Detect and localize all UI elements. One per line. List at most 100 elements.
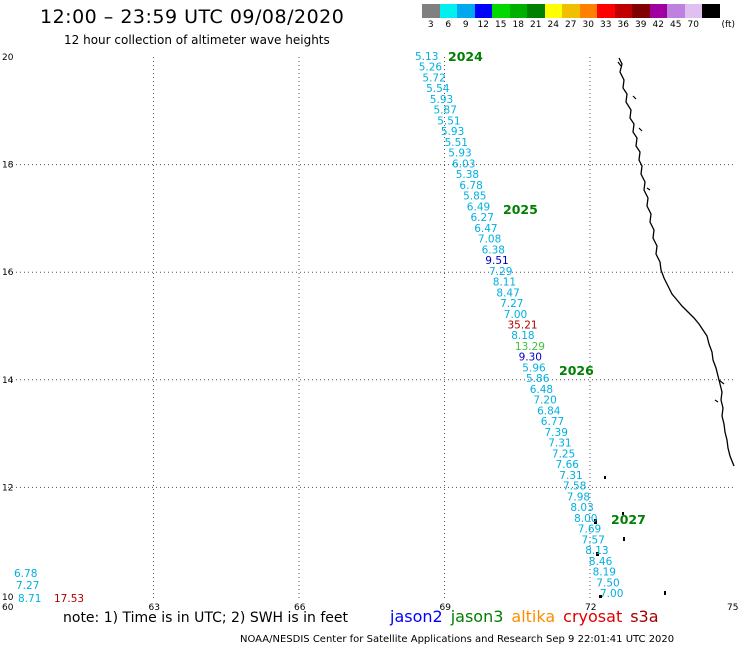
- wave-height-label: 7.98: [567, 491, 590, 503]
- lon-tick-label: 63: [149, 603, 160, 610]
- color-legend: 3 6 9 12 15 18 21 24 27 30 33 36 39 42 45 70 (ft): [422, 4, 735, 30]
- legend-label: 3: [427, 20, 434, 30]
- lon-tick-label: 75: [727, 603, 738, 610]
- wave-height-label: 8.18: [511, 330, 534, 342]
- wave-height-label: 6.78: [459, 180, 482, 192]
- islands: [594, 476, 666, 598]
- wave-height-label: 8.03: [570, 502, 593, 514]
- wave-height-label: 7.00: [600, 588, 623, 600]
- orbit-number: 2024: [448, 49, 483, 64]
- lon-tick-label: 66: [294, 603, 306, 610]
- wave-height-label: 6.47: [474, 223, 497, 235]
- wave-height-label: 5.51: [437, 115, 460, 127]
- wave-height-label: 5.26: [419, 62, 443, 74]
- altimeter-track: 5.135.265.725.545.935.875.515.935.515.93…: [415, 51, 623, 600]
- orbit-labels: 2024 2025 2026 2027: [448, 49, 646, 527]
- coastline: [618, 57, 735, 467]
- legend-swatch: [422, 4, 440, 18]
- wave-height-label: 5.93: [441, 126, 464, 138]
- wave-height-label: 5.96: [522, 362, 546, 374]
- legend-color-bar: [422, 4, 735, 18]
- wave-height-label: 7.31: [559, 470, 582, 482]
- legend-label: 70: [687, 20, 699, 30]
- wave-height-label: 9.51: [485, 255, 508, 267]
- mission-name: s3a: [630, 607, 659, 626]
- wave-height-label: 5.54: [426, 83, 450, 95]
- page-subtitle: 12 hour collection of altimeter wave hei…: [64, 33, 330, 47]
- orbit-number: 2026: [559, 363, 594, 378]
- wave-height-label: 7.50: [596, 577, 619, 589]
- wave-height-label: 5.93: [448, 148, 471, 160]
- wave-height-label: 8.11: [493, 277, 516, 289]
- wave-height-label: 7.57: [582, 534, 605, 546]
- mission-name: jason2: [390, 607, 443, 626]
- lat-tick-label: 10: [2, 593, 14, 603]
- legend-swatch: [702, 4, 720, 18]
- wave-height-label: 35.21: [508, 320, 538, 332]
- footer-note: note: 1) Time is in UTC; 2) SWH is in fe…: [63, 610, 349, 626]
- legend-label: 39: [635, 20, 647, 30]
- legend-label: 45: [670, 20, 682, 30]
- mission-name: jason3: [450, 607, 504, 626]
- mission-name: altika: [511, 607, 556, 626]
- wave-height-label: 5.85: [463, 191, 486, 203]
- legend-label: 15: [495, 20, 507, 30]
- legend-swatch: [492, 4, 510, 18]
- mission-name: cryosat: [563, 607, 623, 626]
- legend-label: 18: [512, 20, 524, 30]
- legend-label: 9: [462, 20, 469, 30]
- legend-swatch: [474, 4, 492, 18]
- wave-height-label: 5.86: [526, 373, 550, 385]
- legend-swatch: [579, 4, 597, 18]
- wave-height-label: 5.13: [415, 51, 438, 63]
- wave-height-label: 8.19: [593, 567, 616, 579]
- orbit-number: 2027: [611, 512, 646, 527]
- legend-labels: 3 6 9 12 15 18 21 24 27 30 33 36 39 42 45 70 (ft): [422, 20, 735, 30]
- lon-tick-label: 60: [2, 603, 14, 610]
- page-title: 12:00 – 23:59 UTC 09/08/2020: [40, 6, 345, 28]
- legend-label: 36: [617, 20, 629, 30]
- lat-lon-grid: [8, 57, 735, 600]
- wave-height-label: 17.53: [54, 593, 84, 605]
- wave-height-label: 5.72: [422, 72, 445, 84]
- wave-height-label: 9.30: [519, 352, 542, 364]
- legend-label: 33: [600, 20, 612, 30]
- legend-swatch: [614, 4, 632, 18]
- wave-height-label: 7.00: [504, 309, 527, 321]
- wave-height-label: 7.69: [578, 524, 601, 536]
- wave-height-label: 8.46: [589, 556, 613, 568]
- wave-height-label: 8.71: [18, 593, 41, 605]
- wave-height-label: 5.51: [445, 137, 468, 149]
- wave-height-label: 6.27: [471, 212, 494, 224]
- wave-height-label: 6.38: [482, 244, 505, 256]
- wave-height-label: 7.08: [478, 234, 501, 246]
- wave-height-label: 5.93: [430, 94, 453, 106]
- legend-unit: (ft): [721, 20, 736, 30]
- wave-height-label: 8.47: [496, 287, 519, 299]
- lat-tick-label: 20: [2, 53, 14, 63]
- lat-tick-label: 12: [2, 483, 13, 493]
- wave-height-label: 7.31: [548, 438, 571, 450]
- wave-height-label: 7.25: [552, 448, 575, 460]
- legend-swatch: [649, 4, 667, 18]
- legend-label: 21: [530, 20, 542, 30]
- legend-swatch: [509, 4, 527, 18]
- wave-height-label: 7.29: [489, 266, 512, 278]
- wave-height-label: 6.84: [537, 405, 561, 417]
- credit-line: NOAA/NESDIS Center for Satellite Applica…: [240, 634, 675, 645]
- legend-label: 30: [582, 20, 594, 30]
- wave-height-label: 8.00: [574, 513, 597, 525]
- legend-swatch: [667, 4, 685, 18]
- wave-height-label: 6.78: [14, 568, 37, 580]
- orbit-number: 2025: [503, 202, 538, 217]
- legend-label: 27: [565, 20, 577, 30]
- lon-tick-label: 69: [440, 603, 452, 610]
- wave-height-label: 6.48: [530, 384, 553, 396]
- wave-height-label: 5.87: [434, 105, 457, 117]
- wave-height-label: 8.13: [585, 545, 608, 557]
- legend-swatch: [562, 4, 580, 18]
- lat-tick-label: 18: [2, 161, 14, 171]
- wave-height-label: 7.66: [556, 459, 580, 471]
- legend-label: 6: [445, 20, 452, 30]
